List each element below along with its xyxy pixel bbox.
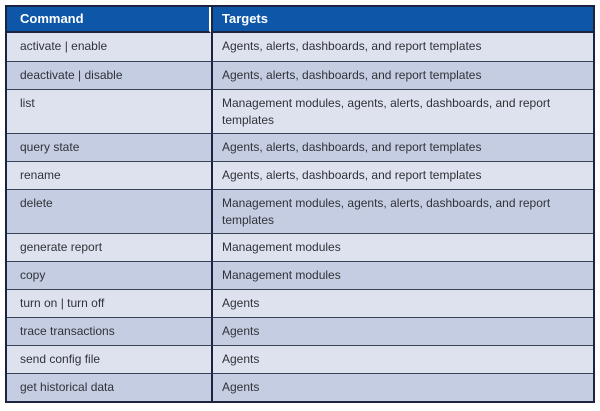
targets-cell: Management modules, agents, alerts, dash…: [211, 89, 593, 133]
table-row: delete Management modules, agents, alert…: [7, 189, 593, 233]
command-cell: rename: [7, 161, 211, 189]
table-row: send config file Agents: [7, 345, 593, 373]
command-cell: turn on | turn off: [7, 289, 211, 317]
command-cell: delete: [7, 189, 211, 233]
table-row: copy Management modules: [7, 261, 593, 289]
targets-cell: Agents, alerts, dashboards, and report t…: [211, 133, 593, 161]
command-cell: activate | enable: [7, 33, 211, 61]
targets-cell: Agents: [211, 345, 593, 373]
column-header-command: Command: [7, 7, 211, 33]
column-header-targets: Targets: [211, 7, 593, 33]
targets-cell: Management modules: [211, 261, 593, 289]
command-cell: query state: [7, 133, 211, 161]
targets-cell: Agents, alerts, dashboards, and report t…: [211, 161, 593, 189]
targets-cell: Agents: [211, 373, 593, 401]
command-cell: generate report: [7, 233, 211, 261]
command-cell: deactivate | disable: [7, 61, 211, 89]
targets-cell: Agents: [211, 317, 593, 345]
table-row: turn on | turn off Agents: [7, 289, 593, 317]
table-row: activate | enable Agents, alerts, dashbo…: [7, 33, 593, 61]
command-cell: copy: [7, 261, 211, 289]
header-row: Command Targets: [7, 7, 593, 33]
command-cell: get historical data: [7, 373, 211, 401]
targets-cell: Agents: [211, 289, 593, 317]
command-cell: send config file: [7, 345, 211, 373]
table-row: generate report Management modules: [7, 233, 593, 261]
table-row: get historical data Agents: [7, 373, 593, 401]
table-row: query state Agents, alerts, dashboards, …: [7, 133, 593, 161]
table-row: list Management modules, agents, alerts,…: [7, 89, 593, 133]
table-row: rename Agents, alerts, dashboards, and r…: [7, 161, 593, 189]
table-row: trace transactions Agents: [7, 317, 593, 345]
table-row: deactivate | disable Agents, alerts, das…: [7, 61, 593, 89]
command-targets-table: Command Targets activate | enable Agents…: [5, 5, 595, 403]
command-cell: list: [7, 89, 211, 133]
targets-cell: Management modules, agents, alerts, dash…: [211, 189, 593, 233]
targets-cell: Agents, alerts, dashboards, and report t…: [211, 61, 593, 89]
targets-cell: Management modules: [211, 233, 593, 261]
targets-cell: Agents, alerts, dashboards, and report t…: [211, 33, 593, 61]
command-cell: trace transactions: [7, 317, 211, 345]
